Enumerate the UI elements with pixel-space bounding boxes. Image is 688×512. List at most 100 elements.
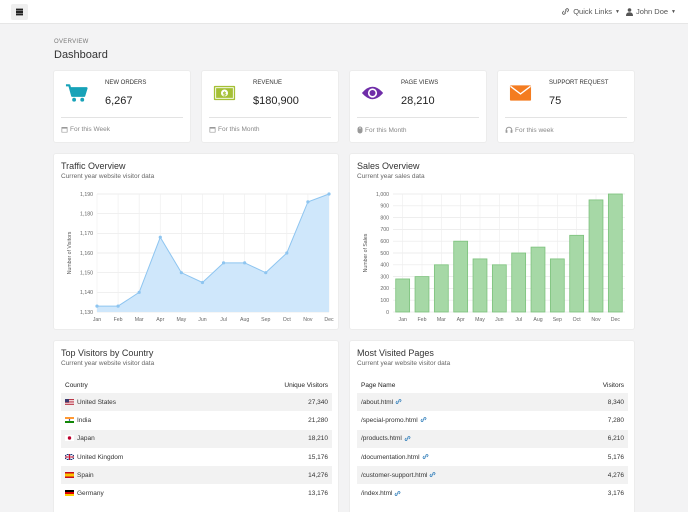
table-row: United States 27,340 — [61, 393, 332, 412]
x-tick-label: Feb — [114, 317, 123, 323]
envelope-icon — [509, 83, 532, 102]
x-tick-label: Feb — [418, 317, 427, 323]
external-link-icon[interactable] — [420, 417, 427, 423]
pages-table: Page Name Visitors /about.html 8,340 /sp… — [357, 377, 628, 503]
y-tick-label: 1,170 — [80, 231, 93, 237]
stat-footer: For this week — [515, 126, 554, 134]
bar — [549, 258, 565, 313]
money-icon: $ — [213, 83, 236, 102]
bar — [395, 278, 411, 313]
y-axis-label: Number of Visitors — [67, 231, 73, 274]
series-line — [97, 193, 330, 307]
data-point — [200, 280, 205, 285]
india-flag-icon — [65, 416, 74, 423]
stat-card-support-request: SUPPORT REQUEST 75 For this week — [498, 71, 634, 142]
x-tick-label: Dec — [324, 317, 334, 323]
visitors-table: Country Unique Visitors United States 27… — [61, 377, 332, 503]
user-name: John Doe — [635, 7, 669, 16]
page-name: /index.html — [361, 490, 393, 498]
traffic-overview-panel: Traffic Overview Current year website vi… — [54, 154, 338, 329]
country-name: India — [77, 416, 92, 424]
uk-flag-icon — [65, 453, 74, 460]
y-tick-label: 0 — [386, 310, 389, 316]
x-tick-label: Apr — [457, 317, 465, 323]
data-point — [306, 200, 310, 204]
user-menu-dropdown[interactable]: John Doe ▼ — [625, 7, 676, 16]
y-tick-label: 400 — [380, 263, 389, 269]
panel-subtitle: Current year website visitor data — [357, 360, 451, 367]
panel-subtitle: Current year website visitor data — [61, 360, 155, 367]
visitor-count: 5,176 — [607, 453, 624, 461]
y-tick-label: 1,140 — [80, 290, 93, 296]
page-name: /about.html — [361, 398, 394, 406]
quick-links-dropdown[interactable]: Quick Links ▼ — [561, 7, 620, 16]
y-tick-label: 800 — [380, 215, 389, 221]
spain-flag-icon — [65, 471, 74, 478]
country-name: United States — [77, 398, 117, 406]
x-tick-label: Jun — [198, 317, 206, 323]
external-link-icon[interactable] — [395, 399, 402, 405]
cart-icon — [65, 83, 88, 102]
y-tick-label: 1,000 — [376, 192, 389, 198]
x-tick-label: Nov — [303, 317, 313, 323]
divider — [357, 117, 479, 118]
stat-label: SUPPORT REQUEST — [549, 80, 609, 86]
bar — [433, 264, 449, 313]
x-tick-label: Sep — [553, 317, 562, 323]
stat-footer: For this Month — [218, 126, 260, 133]
country-name: Germany — [77, 490, 104, 498]
column-header-page-name: Page Name — [361, 381, 396, 389]
calendar-icon — [209, 127, 216, 133]
top-navbar: Quick Links ▼ John Doe ▼ — [0, 0, 688, 24]
panel-title: Most Visited Pages — [357, 348, 434, 358]
data-point — [95, 304, 99, 308]
divider — [61, 117, 183, 118]
visitor-count: 4,276 — [557, 466, 628, 485]
stat-value: $180,900 — [253, 95, 299, 107]
breadcrumb: OVERVIEW — [54, 39, 89, 45]
external-link-icon[interactable] — [394, 490, 401, 496]
column-header-visitors: Visitors — [602, 381, 624, 389]
visitor-count: 18,210 — [213, 429, 332, 448]
stat-value: 75 — [549, 95, 562, 107]
external-link-icon[interactable] — [422, 454, 429, 459]
data-point — [137, 290, 141, 294]
y-tick-label: 900 — [380, 204, 389, 210]
data-point — [264, 271, 268, 275]
japan-flag-icon — [65, 435, 74, 442]
support-icon — [505, 126, 513, 133]
sales-overview-panel: Sales Overview Current year sales data 0… — [350, 154, 634, 329]
stat-label: PAGE VIEWS — [401, 80, 439, 86]
y-tick-label: 500 — [380, 251, 389, 257]
table-row: Japan 18,210 — [61, 429, 332, 448]
y-tick-label: 1,130 — [80, 310, 93, 316]
bar — [453, 240, 469, 313]
stat-value: 6,267 — [105, 95, 133, 107]
y-tick-label: 1,150 — [80, 270, 93, 276]
x-tick-label: Dec — [611, 317, 621, 323]
user-icon — [625, 7, 633, 16]
x-tick-label: Apr — [156, 317, 164, 323]
data-point — [327, 192, 331, 196]
country-name: United Kingdom — [77, 453, 124, 461]
sidebar-toggle-button[interactable] — [11, 4, 28, 20]
x-tick-label: May — [475, 317, 485, 323]
y-tick-label: 200 — [380, 286, 389, 292]
data-point — [179, 271, 183, 275]
external-link-icon[interactable] — [429, 472, 436, 478]
y-tick-label: 1,190 — [80, 192, 93, 198]
y-tick-label: 300 — [380, 274, 389, 280]
table-row: /about.html 8,340 — [357, 393, 628, 412]
y-axis-label: Number of Sales — [363, 233, 369, 272]
bar — [569, 234, 585, 313]
visitor-count: 7,280 — [607, 416, 624, 424]
stat-label: NEW ORDERS — [105, 80, 147, 86]
external-link-icon[interactable] — [404, 435, 411, 441]
x-tick-label: Jun — [495, 317, 503, 323]
page-name: /special-promo.html — [361, 416, 418, 424]
stat-footer: For this Month — [365, 126, 407, 134]
sales-bar-chart: 0 100 200 300 400 500 600 700 800 900 1,000 Jan Feb M… — [363, 192, 625, 323]
column-header-country: Country — [65, 381, 88, 389]
visitor-count: 15,176 — [308, 453, 328, 461]
table-row: /customer-support.html 4,276 — [357, 466, 628, 485]
